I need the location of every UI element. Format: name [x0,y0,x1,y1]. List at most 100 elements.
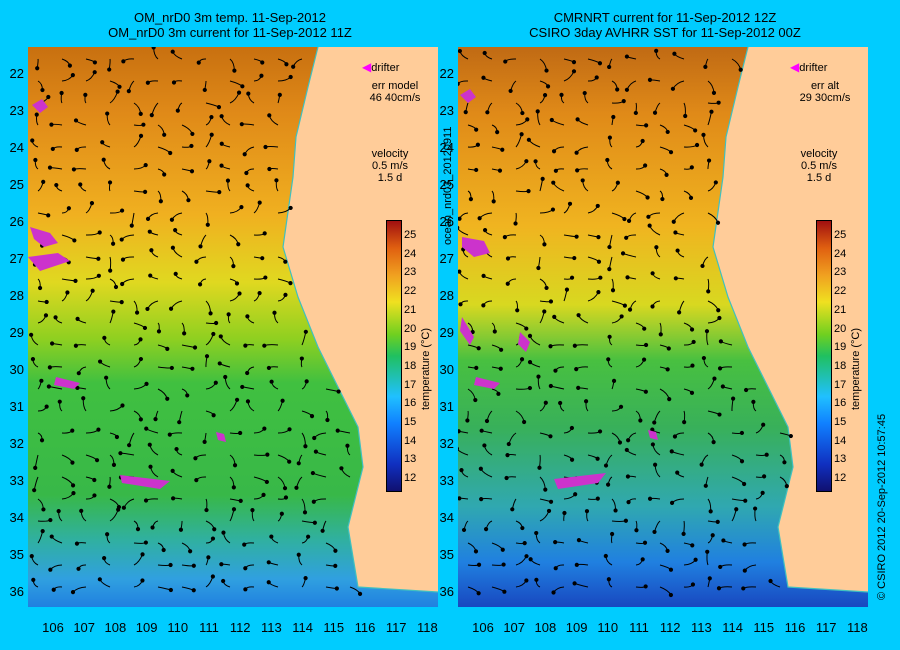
arrow-head [716,308,721,313]
arrow-head [96,427,101,432]
arrow-head [191,563,196,568]
arrow-head [107,180,113,185]
arrow-head [41,179,46,184]
left-err-value: 46 40cm/s [369,92,421,104]
arrow-head [232,463,238,468]
arrow-head [105,111,110,116]
arrow-head [572,255,577,261]
colorbar-tick-label: 12 [404,472,417,485]
arrow-head [92,493,97,498]
arrow-head [205,222,210,227]
arrow-head [339,466,344,471]
arrow-head [75,316,80,321]
arrow-head [671,219,676,224]
left-err-label: err model [371,80,419,92]
arrow-head [120,403,125,408]
arrow-head [111,241,116,246]
lat-tick-label: 23 [9,103,24,118]
arrow-head [542,242,547,247]
colorbar-tick-label: 25 [834,229,847,241]
arrow-head [170,468,175,473]
arrow-head [243,343,248,348]
arrow-head [46,213,51,218]
arrow-head [138,337,143,342]
arrow-head [225,178,231,183]
arrow-head [483,527,489,532]
arrow-head [621,99,626,104]
arrow-head [267,166,272,172]
arrow-head [502,589,507,594]
arrow-head [156,329,162,334]
arrow-head [56,509,61,514]
arrow-head [92,60,97,65]
arrow-head [311,499,316,504]
arrow-head [191,588,196,593]
arrow-head [158,199,163,204]
arrow-head [223,374,228,380]
arrow-head [501,562,506,567]
colorbar-tick-label: 19 [834,341,847,354]
arrow-head [548,383,553,389]
arrow-head [576,538,582,543]
lon-tick-label: 117 [815,620,837,635]
arrow-head [571,69,577,74]
arrow-head [182,331,187,336]
arrow-head [595,456,600,461]
arrow-head [584,509,590,514]
arrow-head [140,578,145,583]
arrow-head [33,157,38,163]
arrow-head [658,332,663,337]
arrow-head [582,90,587,96]
arrow-head [145,306,150,312]
arrow-head [533,159,538,164]
product-id-label: ocean_nrd03_20120911 [442,126,454,245]
arrow-head [553,540,558,545]
arrow-head [534,577,539,582]
arrow-head [114,434,120,440]
arrow-head [526,137,531,142]
arrow-head [79,508,84,513]
arrow-head [677,310,682,315]
arrow-head [168,306,174,311]
arrow-head [709,109,714,114]
arrow-head [108,268,113,273]
right-map[interactable] [458,47,868,607]
arrow-head [481,273,486,278]
arrow-head [569,275,575,280]
arrow-head [506,441,511,447]
arrow-head [40,529,45,534]
arrow-head [262,426,267,431]
arrow-head [670,86,676,91]
arrow-head [646,214,651,219]
arrow-head [190,366,195,371]
lon-tick-label: 114 [722,620,743,635]
arrow-head [238,498,243,503]
arrow-head [143,498,149,503]
lat-tick-label: 30 [439,362,454,377]
arrow-head [192,345,198,350]
left-title: OM_nrD0 3m temp. 11-Sep-2012 OM_nrD0 3m … [20,10,440,40]
left-map[interactable] [28,47,438,607]
arrow-head [334,586,339,591]
arrow-head [282,486,288,491]
arrow-head [143,189,148,194]
arrow-head [544,285,549,291]
arrow-head [210,536,216,541]
arrow-head [303,576,308,581]
left-velocity-legend: velocity 0.5 m/s 1.5 d [355,148,425,184]
right-velocity-label: velocity [800,148,838,160]
arrow-head [558,400,563,406]
arrow-head [643,342,649,348]
arrow-head [138,417,143,422]
arrow-head [571,60,577,65]
current-streamlet [458,449,469,456]
arrow-head [194,259,199,264]
arrow-head [717,412,722,417]
arrow-head [548,299,554,304]
lon-tick-label: 113 [261,620,282,635]
arrow-head [716,586,722,591]
arrow-head [116,507,121,512]
arrow-head [272,310,277,315]
arrow-head [548,434,553,439]
arrow-head [221,530,226,535]
